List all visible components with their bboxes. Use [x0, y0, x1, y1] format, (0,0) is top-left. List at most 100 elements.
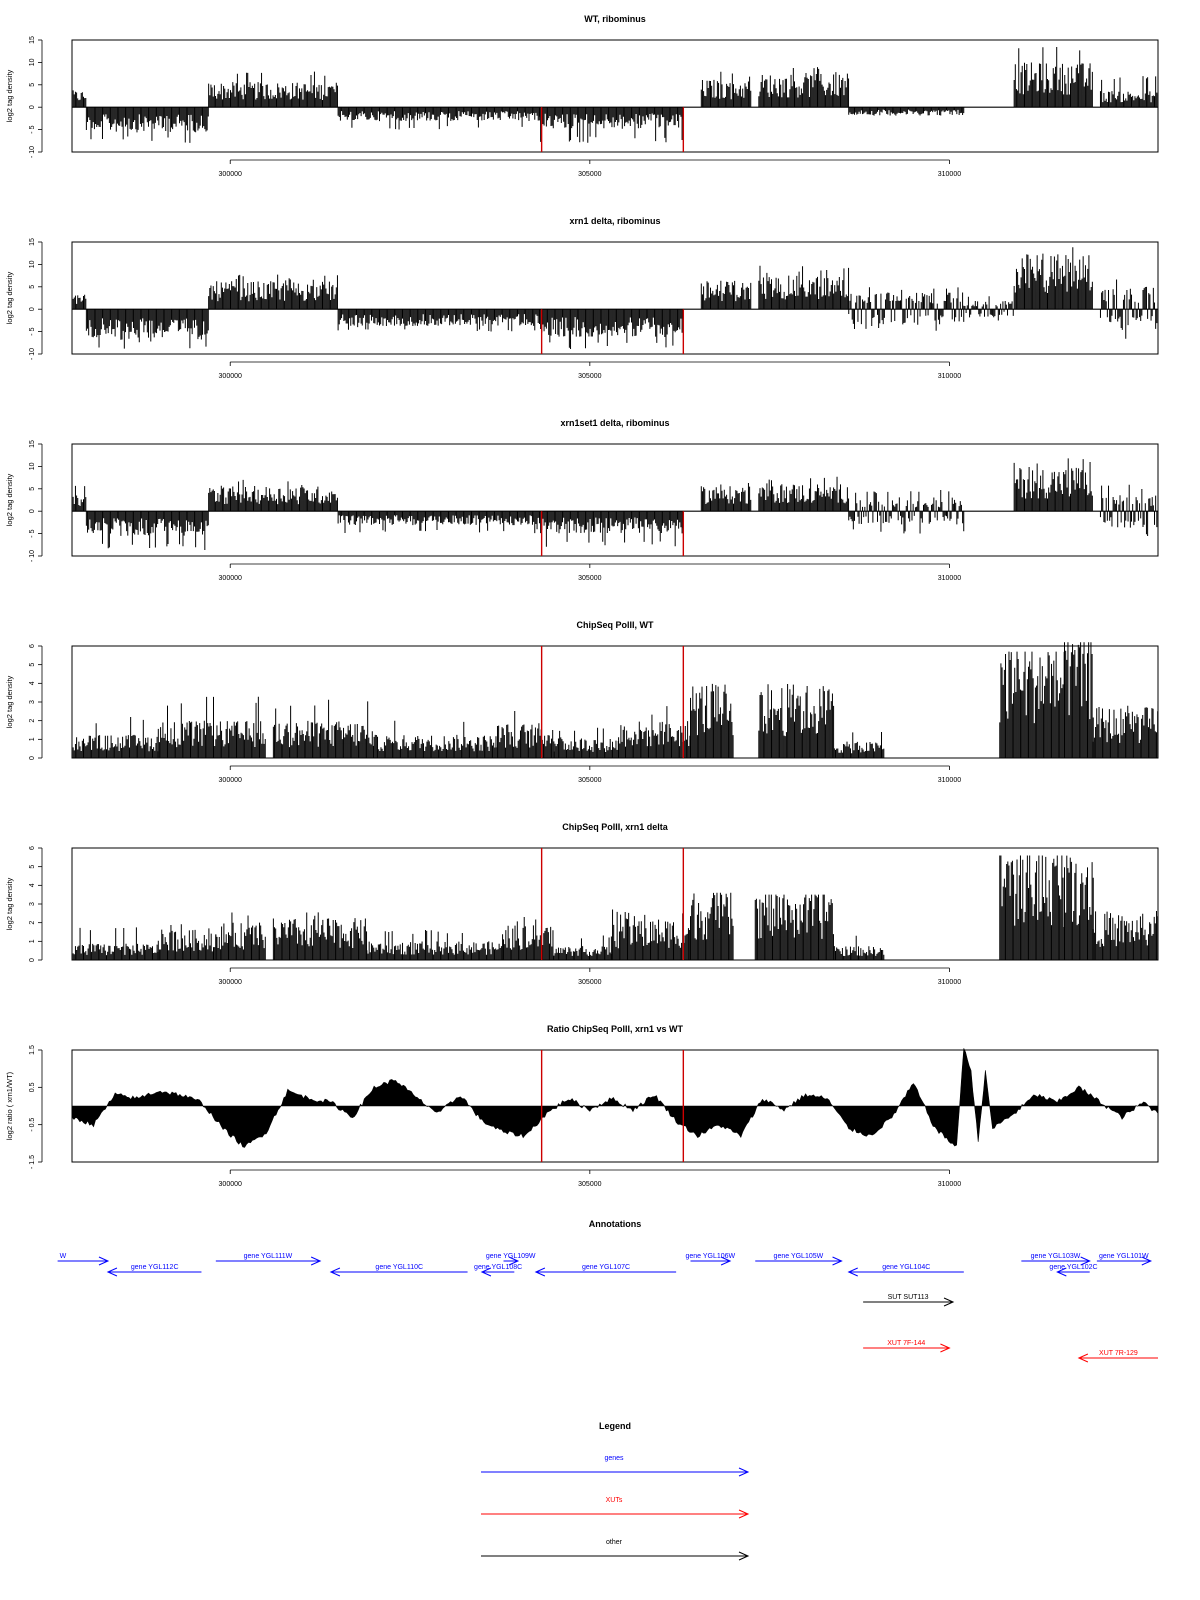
density-bars [503, 917, 554, 960]
density-bars [1099, 484, 1159, 536]
arrow-head [508, 1256, 520, 1266]
arrow-head [480, 1267, 492, 1277]
gene-label: gene YGL109W [486, 1253, 536, 1260]
density-bars [1092, 911, 1159, 960]
density-bars [848, 490, 965, 534]
y-tick-label: - 10 [29, 146, 36, 158]
track-panel: WT, ribominus - 10 - 5 0 5 10 15 log2 tag densi… [5, 14, 1159, 178]
gene-label: gene YGL103W [1031, 1253, 1081, 1260]
density-bars [700, 482, 752, 512]
y-tick-label: 5 [29, 83, 36, 87]
density-bars [157, 924, 217, 960]
y-tick-label: 3 [29, 700, 36, 704]
legend-arrow-head [738, 1509, 750, 1519]
y-tick-label: 0 [29, 958, 36, 962]
density-bars [690, 683, 734, 758]
gene-label: gene YGL104C [882, 1264, 930, 1271]
y-axis-title: log2 tag density [5, 271, 14, 324]
y-axis: - 10 - 5 0 5 10 15 log2 tag density [5, 238, 43, 360]
legend-arrow-head [738, 1551, 750, 1561]
data-marks [71, 47, 1159, 152]
y-tick-label: 5 [29, 865, 36, 869]
gene-arrow [1096, 1256, 1153, 1266]
density-bars [85, 511, 209, 550]
density-bars [758, 265, 850, 310]
density-bars [337, 107, 540, 130]
x-tick-label: 310000 [938, 1181, 961, 1188]
y-tick-label: 0 [29, 756, 36, 760]
gene-arrow [329, 1267, 468, 1277]
density-bars [85, 309, 209, 349]
gene-label: W [60, 1253, 67, 1260]
y-tick-label: 10 [29, 260, 36, 268]
x-tick-label: 305000 [578, 171, 601, 178]
density-bars [157, 696, 266, 758]
panel-title: WT, ribominus [584, 14, 646, 24]
arrow-head [720, 1256, 732, 1266]
y-tick-label: 5 [29, 663, 36, 667]
y-tick-label: 5 [29, 487, 36, 491]
arrow-head [847, 1267, 858, 1277]
density-bars [337, 309, 540, 332]
x-tick-label: 310000 [938, 373, 961, 380]
density-bars [758, 67, 850, 108]
density-bars [366, 930, 504, 960]
arrow-head [1056, 1267, 1067, 1277]
density-bars [71, 485, 87, 512]
plot-frame [71, 39, 1159, 153]
gene-arrow [480, 1267, 515, 1277]
ratio-area [71, 1048, 1159, 1148]
density-bars [1064, 642, 1094, 758]
arrow-head [534, 1267, 546, 1277]
density-bars [272, 699, 374, 758]
x-tick-label: 300000 [219, 575, 242, 582]
data-marks [71, 1048, 1159, 1162]
density-bars [208, 71, 338, 108]
y-tick-label: 4 [29, 883, 36, 887]
track-panel: Ratio ChipSeq PolII, xrn1 vs WT - 1.5 - 0.… [5, 1024, 1159, 1188]
y-tick-label: 10 [29, 58, 36, 66]
density-bars [495, 710, 555, 758]
y-axis-title: log2 tag density [5, 473, 14, 526]
panel-title: ChipSeq PolII, xrn1 delta [562, 822, 669, 832]
x-tick-label: 305000 [578, 575, 601, 582]
gene-label: gene YGL102C [1049, 1264, 1097, 1271]
y-tick-label: 3 [29, 902, 36, 906]
density-bars [963, 296, 1014, 321]
gene-arrow [1021, 1256, 1091, 1266]
density-bars [758, 683, 835, 758]
y-tick-label: - 5 [29, 529, 36, 537]
density-bars [610, 909, 691, 960]
legend-panel: Legend genes XUTs other [481, 1421, 750, 1561]
x-tick-label: 300000 [219, 1181, 242, 1188]
x-tick-label: 300000 [219, 171, 242, 178]
density-bars [538, 107, 684, 143]
y-tick-label: 6 [29, 644, 36, 648]
y-axis-title: log2 ratio ( xrn1/WT) [5, 1071, 14, 1140]
density-bars [700, 280, 752, 310]
density-bars [833, 935, 885, 960]
x-tick-label: 310000 [938, 171, 961, 178]
x-tick-label: 310000 [938, 777, 961, 784]
y-tick-label: - 10 [29, 550, 36, 562]
density-bars [1013, 247, 1093, 310]
density-bars [373, 720, 497, 758]
data-marks [71, 458, 1159, 556]
density-bars [553, 727, 619, 758]
y-tick-label: 1 [29, 737, 36, 741]
y-tick-label: 4 [29, 681, 36, 685]
x-axis: 300000 305000 310000 [219, 765, 961, 784]
y-tick-label: 2 [29, 921, 36, 925]
density-bars [999, 855, 1065, 960]
density-bars [700, 71, 752, 108]
other-label: SUT SUT113 [888, 1294, 929, 1301]
density-bars [208, 274, 338, 310]
legend-item: other [481, 1539, 750, 1561]
density-bars [553, 935, 612, 960]
y-tick-label: 15 [29, 238, 36, 246]
density-bars [71, 294, 87, 310]
gene-label: gene YGL108C [474, 1264, 522, 1271]
x-axis: 300000 305000 310000 [219, 159, 961, 178]
xut-arrow [863, 1343, 951, 1353]
